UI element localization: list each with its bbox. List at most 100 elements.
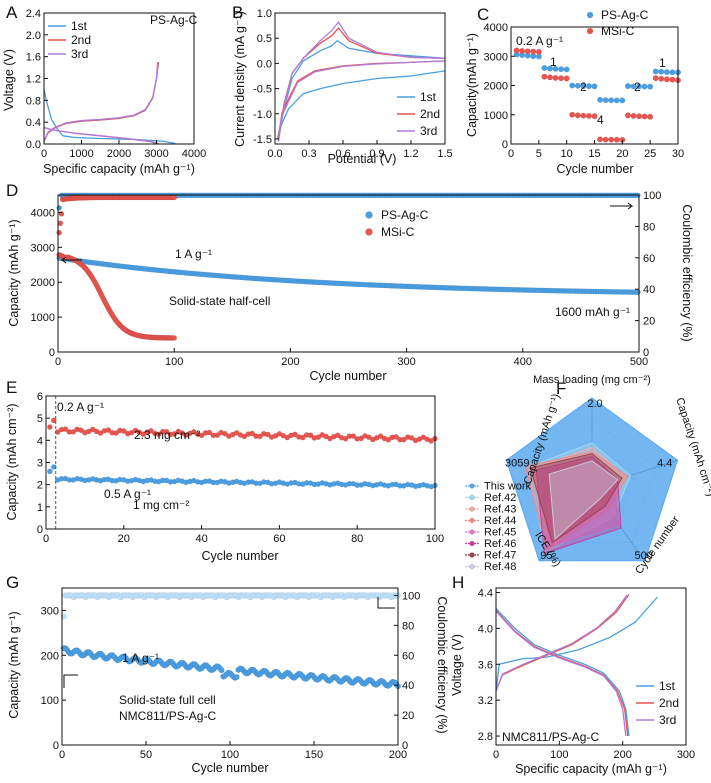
g-y2label: Coulombic efficiency (%) (435, 596, 449, 733)
g-capacity-point (218, 667, 225, 674)
d-ytick-label: 4000 (31, 207, 55, 219)
c-msi-c-point (580, 112, 587, 119)
d-xtick-label: 100 (165, 356, 183, 368)
a-xtick-label: 4000 (182, 148, 206, 160)
e-capacity-point (342, 435, 349, 442)
e-capacity-point (292, 431, 298, 438)
e-capacity-point (214, 432, 220, 438)
c-xlabel: Cycle number (556, 162, 633, 176)
d2-ytick-label: 80 (643, 221, 655, 233)
panel-letter-g: G (6, 573, 19, 592)
f-legend-marker (469, 552, 475, 558)
d-xtick-label: 500 (630, 356, 648, 368)
e-loading1-annotation: 2.3 mg cm⁻² (134, 428, 200, 442)
d-ylabel: Capacity (mAh g⁻¹) (7, 219, 21, 326)
e-capacity-point (385, 436, 392, 443)
g-xtick-label: 100 (221, 749, 239, 761)
c-ps-ag-c-point (569, 82, 576, 89)
f-legend-label: Ref.45 (484, 527, 516, 539)
panel-letter-e: E (6, 378, 17, 397)
c-xtick-label: 20 (616, 148, 628, 160)
d-y2label: Coulombic efficiency (%) (680, 204, 694, 341)
d-ytick-label: 0 (49, 347, 55, 359)
e-capacity-point (97, 430, 104, 436)
c-msi-c-point (541, 73, 548, 80)
e-capacity-point (241, 433, 248, 440)
a-ytick-label: 2.0 (26, 30, 41, 42)
c-msi-c-point (530, 48, 537, 55)
d-legend-msi-c-marker (365, 228, 373, 236)
c-xtick-label: 5 (536, 148, 542, 160)
e-capacity-point (358, 435, 364, 442)
b-plot-frame (274, 12, 446, 145)
a-ytick-label: 1.6 (26, 52, 41, 64)
d-pscag-capacity-point (635, 289, 641, 296)
g2-ytick-label: 100 (402, 590, 420, 602)
c-xtick-label: 15 (588, 148, 600, 160)
h-3rd-charge-line (495, 594, 628, 692)
g-right-axis-arrow (377, 597, 395, 609)
e-first-cycle-point (50, 464, 57, 470)
c-xtick-label: 10 (561, 148, 573, 160)
f-axis-max-label: 95 (540, 550, 552, 562)
c-msi-c-point (569, 111, 576, 118)
c-ps-ag-c-point (558, 66, 565, 73)
c-ps-ag-c-point (641, 83, 648, 90)
c-ps-ag-c-point (669, 69, 676, 76)
e-capacity-point (366, 434, 372, 440)
e-ylabel: Capacity (mAh cm⁻²) (5, 403, 19, 520)
b-xtick-label: 1.5 (437, 148, 452, 160)
f-legend-marker (469, 494, 475, 501)
c-ps-ag-c-point (613, 97, 620, 104)
a-1st-charge-line (43, 62, 160, 142)
a-xtick-label: 2000 (107, 148, 131, 160)
g-plot-frame (61, 587, 399, 746)
d-cell-annotation: Solid-state half-cell (169, 294, 270, 308)
e-capacity-point (171, 431, 178, 437)
b-ytick-label: 1.0 (257, 8, 272, 20)
e-capacity-point (163, 428, 170, 435)
c-msi-c-point (663, 76, 670, 83)
d-left-axis-arrow (60, 256, 82, 264)
c-rate-label: 1 (659, 56, 666, 70)
c-ylabel: Capacity(mAh g⁻¹) (465, 33, 479, 137)
e-xtick-label: 100 (426, 533, 444, 545)
f-axis-max-label: 3059 (505, 457, 529, 469)
c-ps-ag-c-point (608, 97, 615, 104)
c-rate-label: 0.2 A g⁻¹ (516, 34, 563, 48)
e-capacity-point (334, 432, 341, 439)
c-msi-c-point (597, 136, 604, 143)
g-config-annotation: NMC811/PS-Ag-C (119, 709, 216, 723)
d-ytick-label: 2000 (31, 277, 55, 289)
e-capacity-point (307, 432, 314, 439)
f-axis-max-label: 500 (634, 550, 652, 562)
c-ps-ag-c-point (563, 66, 570, 73)
e-capacity-point (148, 428, 154, 434)
f-ref48-area (548, 460, 619, 541)
b-ytick-label: -1.5 (253, 134, 272, 146)
b-3rd-cathodic-line (277, 60, 446, 142)
a-ylabel: Voltage (V) (2, 49, 16, 111)
e-capacity-point (105, 427, 112, 433)
h-2nd-discharge-line (495, 609, 629, 737)
c-msi-c-point (669, 76, 676, 83)
a-plot-frame (43, 12, 195, 145)
g-xtick-label: 200 (389, 749, 407, 761)
h-annotation: NMC811/PS-Ag-C (502, 730, 599, 744)
h-2nd-charge-line (495, 593, 630, 692)
h-ylabel: Voltage (V) (450, 634, 464, 696)
d-legend-ps-ag-c-marker (365, 211, 373, 219)
c-ps-ag-c-point (602, 97, 609, 104)
e-ytick-label: 4 (37, 435, 43, 447)
d-msic-ce-point (57, 220, 64, 227)
d-msic-ce-point (171, 194, 177, 201)
d2-ytick-label: 60 (643, 253, 655, 265)
d-plot-frame (57, 194, 640, 353)
d-xtick-label: 400 (514, 356, 532, 368)
c-msi-c-point (574, 112, 581, 119)
a-legend-3rd-label: 3rd (71, 47, 88, 61)
a-xtick-label: 3000 (144, 148, 168, 160)
g-left-axis-arrow (63, 674, 78, 688)
e-capacity-point (78, 427, 84, 434)
